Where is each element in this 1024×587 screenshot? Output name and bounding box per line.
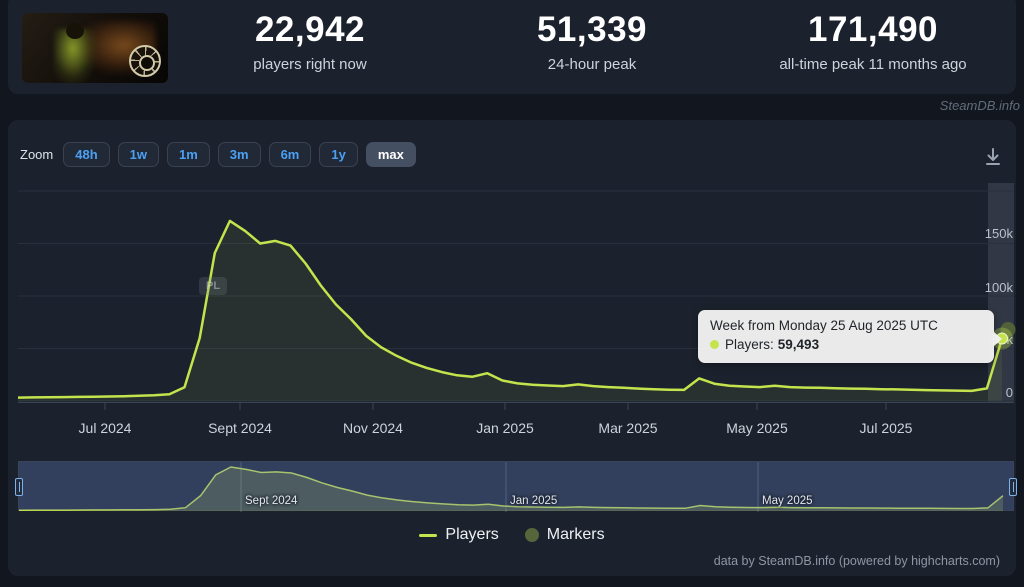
range-button-6m[interactable]: 6m bbox=[268, 142, 312, 167]
chart-credits: data by SteamDB.info (powered by highcha… bbox=[713, 554, 1000, 568]
x-tick-label: Sept 2024 bbox=[208, 420, 272, 436]
steamdb-watermark: SteamDB.info bbox=[939, 98, 1020, 113]
players-line-swatch-icon bbox=[419, 533, 438, 537]
stat-24h-peak: 51,339 24-hour peak bbox=[462, 10, 722, 73]
chart-legend: Players Markers bbox=[8, 526, 1016, 544]
navigator-label: Sept 2024 bbox=[245, 495, 298, 507]
range-button-1y[interactable]: 1y bbox=[319, 142, 358, 167]
tooltip-title: Week from Monday 25 Aug 2025 UTC bbox=[710, 318, 938, 333]
navigator-selected-range[interactable] bbox=[19, 462, 1013, 510]
x-tick-label: Jan 2025 bbox=[476, 420, 534, 436]
players-line bbox=[17, 219, 1004, 399]
stat-label: players right now bbox=[253, 56, 367, 73]
range-button-3m[interactable]: 3m bbox=[217, 142, 261, 167]
navigator-area-fill bbox=[19, 467, 1003, 511]
navigator-left-handle[interactable] bbox=[15, 478, 23, 496]
legend-item-players[interactable]: Players bbox=[419, 526, 499, 544]
thumbnail-emblem-icon bbox=[129, 45, 161, 77]
chart-navigator: Sept 2024 Jan 2025 May 2025 bbox=[15, 461, 1017, 512]
x-tick-label: Mar 2025 bbox=[598, 420, 658, 436]
players-area-fill bbox=[18, 220, 1002, 401]
y-tick-label: 150k bbox=[953, 226, 1013, 241]
legend-label: Markers bbox=[546, 526, 605, 543]
range-button-48h[interactable]: 48h bbox=[63, 142, 110, 167]
zoom-label: Zoom bbox=[20, 147, 54, 162]
tooltip-value: 59,493 bbox=[777, 337, 820, 352]
navigator-label: May 2025 bbox=[762, 495, 813, 507]
y-tick-label: 0 bbox=[953, 385, 1013, 400]
range-buttons: 48h 1w 1m 3m 6m 1y max bbox=[63, 142, 416, 167]
download-icon[interactable] bbox=[982, 146, 1004, 168]
chart-tooltip: Week from Monday 25 Aug 2025 UTC Players… bbox=[698, 310, 1002, 363]
chart-marker-badge: PL bbox=[199, 277, 228, 295]
navigator-chart bbox=[19, 462, 1004, 512]
tooltip-series-dot bbox=[710, 340, 719, 349]
y-tick-label: 100k bbox=[953, 280, 1013, 295]
players-chart[interactable] bbox=[8, 180, 1016, 416]
crosshair-band bbox=[988, 183, 1014, 402]
range-button-1m[interactable]: 1m bbox=[166, 142, 210, 167]
thumbnail-character-head bbox=[66, 23, 84, 39]
tooltip-series-label: Players: bbox=[725, 337, 774, 352]
stat-value: 22,942 bbox=[254, 10, 366, 49]
header-panel: 22,942 players right now 51,339 24-hour … bbox=[8, 0, 1016, 94]
zoom-toolbar: Zoom 48h 1w 1m 3m 6m 1y max bbox=[20, 142, 416, 167]
stat-value: 171,490 bbox=[807, 10, 939, 49]
stat-alltime-peak: 171,490 all-time peak 11 months ago bbox=[743, 10, 1003, 73]
navigator-label: Jan 2025 bbox=[510, 495, 558, 507]
range-button-max[interactable]: max bbox=[365, 142, 416, 167]
range-button-1w[interactable]: 1w bbox=[117, 142, 159, 167]
x-tick-label: Jul 2024 bbox=[78, 420, 132, 436]
legend-item-markers[interactable]: Markers bbox=[524, 526, 605, 544]
x-tick-label: Jul 2025 bbox=[859, 420, 913, 436]
stat-current-players: 22,942 players right now bbox=[180, 10, 440, 73]
x-tick-label: Nov 2024 bbox=[343, 420, 403, 436]
game-thumbnail[interactable] bbox=[22, 13, 168, 83]
navigator-right-handle[interactable] bbox=[1009, 478, 1017, 496]
markers-circle-swatch-icon bbox=[524, 528, 539, 542]
stat-value: 51,339 bbox=[536, 10, 648, 49]
stat-label: 24-hour peak bbox=[547, 56, 637, 73]
x-tick-label: May 2025 bbox=[726, 420, 788, 436]
legend-label: Players bbox=[445, 526, 499, 543]
navigator-line bbox=[19, 466, 1004, 511]
stat-label: all-time peak 11 months ago bbox=[779, 56, 967, 73]
